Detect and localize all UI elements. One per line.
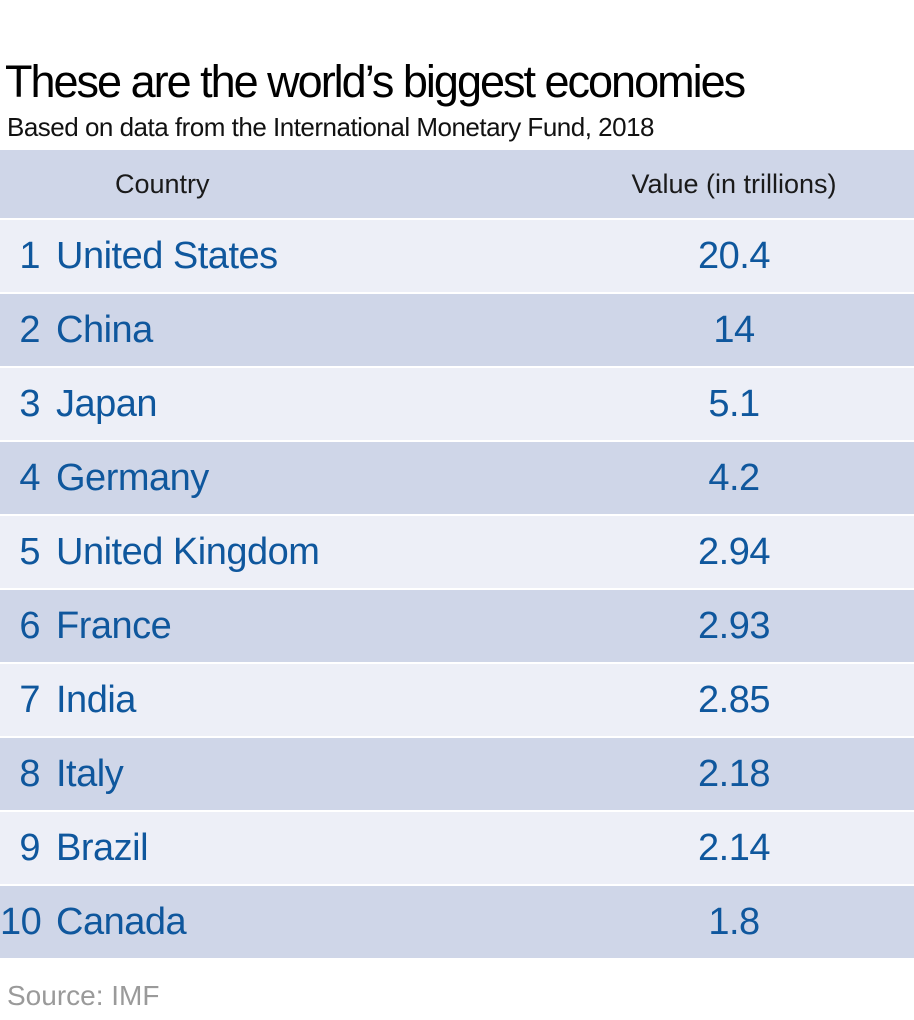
country-cell: Germany xyxy=(56,456,209,499)
value-cell: 2.18 xyxy=(698,752,770,795)
column-header-value: Value (in trillions) xyxy=(631,168,837,199)
value-cell: 14 xyxy=(713,308,755,351)
rank-cell: 7 xyxy=(19,678,40,721)
country-cell: United States xyxy=(56,234,278,277)
rank-cell: 10 xyxy=(0,900,42,943)
page-subtitle: Based on data from the International Mon… xyxy=(7,112,654,142)
country-cell: Italy xyxy=(56,752,124,795)
value-cell: 1.8 xyxy=(708,900,760,943)
table-row: 2 China 14 xyxy=(0,294,914,368)
page-title: These are the world’s biggest economies xyxy=(5,56,746,107)
country-cell: China xyxy=(56,308,153,351)
country-cell: Brazil xyxy=(56,826,149,869)
country-cell: India xyxy=(56,678,136,721)
table-row: 5 United Kingdom 2.94 xyxy=(0,516,914,590)
table-row: 8 Italy 2.18 xyxy=(0,738,914,812)
table-row: 1 United States 20.4 xyxy=(0,220,914,294)
table-body: 1 United States 20.4 2 China 14 3 Japan 5.1 4 Germ… xyxy=(0,220,914,960)
value-cell: 20.4 xyxy=(698,234,770,277)
rank-cell: 5 xyxy=(19,530,40,573)
value-cell: 2.14 xyxy=(698,826,770,869)
rank-cell: 3 xyxy=(19,382,40,425)
table-row: 9 Brazil 2.14 xyxy=(0,812,914,886)
column-header-country: Country xyxy=(115,168,210,199)
economies-table: Country Value (in trillions) 1 United Sta… xyxy=(0,150,914,960)
country-cell: United Kingdom xyxy=(56,530,320,573)
table-row: 7 India 2.85 xyxy=(0,664,914,738)
table-row: 10 Canada 1.8 xyxy=(0,886,914,960)
table-row: 4 Germany 4.2 xyxy=(0,442,914,516)
table-header-row: Country Value (in trillions) xyxy=(0,150,914,220)
value-cell: 4.2 xyxy=(708,456,760,499)
country-cell: Canada xyxy=(56,900,187,943)
rank-cell: 2 xyxy=(19,308,40,351)
rank-cell: 8 xyxy=(19,752,40,795)
table-row: 6 France 2.93 xyxy=(0,590,914,664)
rank-cell: 4 xyxy=(19,456,40,499)
value-cell: 2.94 xyxy=(698,530,770,573)
value-cell: 2.85 xyxy=(698,678,770,721)
rank-cell: 1 xyxy=(19,234,40,277)
rank-cell: 9 xyxy=(19,826,40,869)
country-cell: France xyxy=(56,604,172,647)
country-cell: Japan xyxy=(56,382,158,425)
source-note: Source: IMF xyxy=(7,980,160,1011)
table-row: 3 Japan 5.1 xyxy=(0,368,914,442)
value-cell: 2.93 xyxy=(698,604,770,647)
value-cell: 5.1 xyxy=(708,382,760,425)
rank-cell: 6 xyxy=(19,604,40,647)
